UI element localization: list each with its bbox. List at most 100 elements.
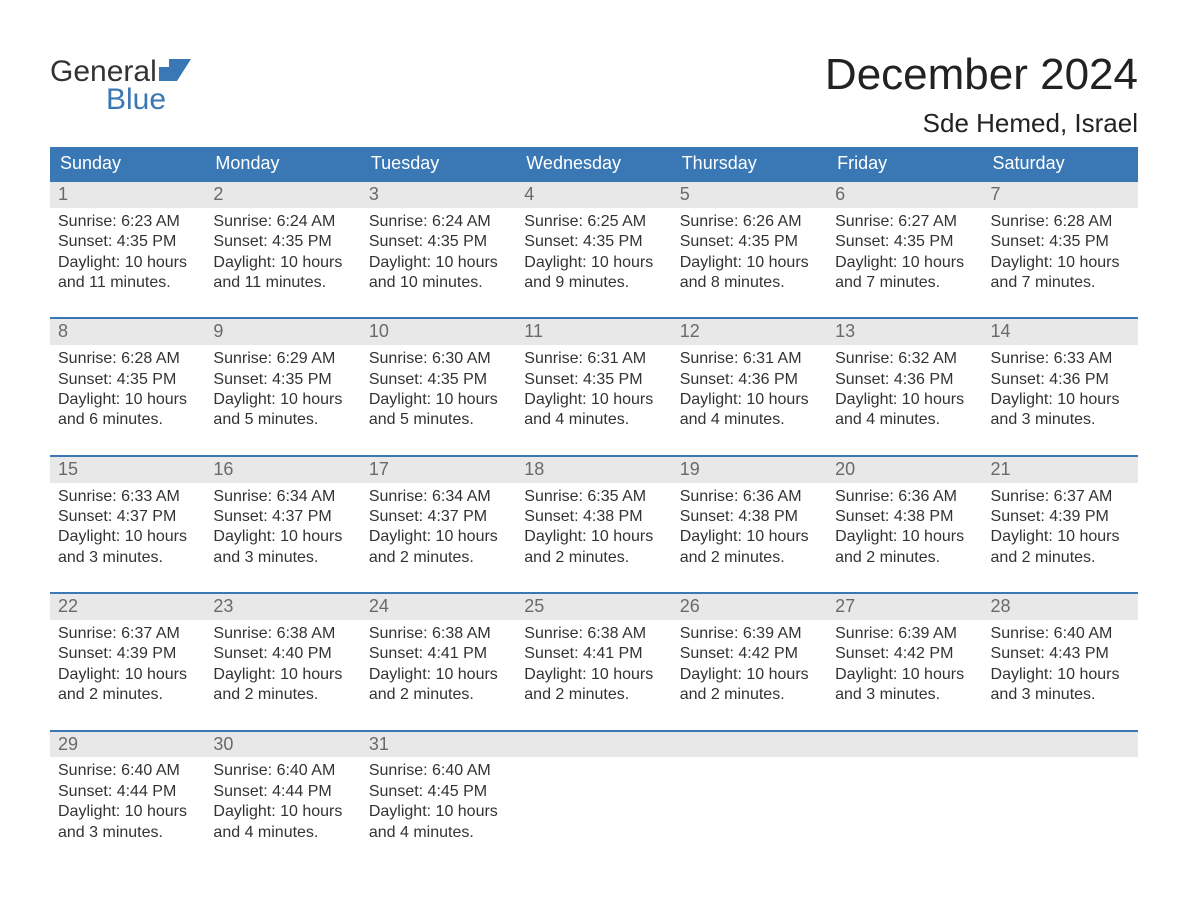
sunrise-line: Sunrise: 6:24 AM — [213, 212, 352, 232]
sunrise-line: Sunrise: 6:40 AM — [213, 761, 352, 781]
sunset-line: Sunset: 4:36 PM — [835, 370, 974, 390]
day-number: 5 — [672, 182, 827, 208]
week-row: 8Sunrise: 6:28 AMSunset: 4:35 PMDaylight… — [50, 317, 1138, 440]
sunrise-line: Sunrise: 6:39 AM — [680, 624, 819, 644]
daylight-line: Daylight: 10 hours and 2 minutes. — [58, 665, 197, 706]
day-cell: 28Sunrise: 6:40 AMSunset: 4:43 PMDayligh… — [983, 594, 1138, 715]
day-body: Sunrise: 6:31 AMSunset: 4:36 PMDaylight:… — [672, 345, 827, 441]
sunrise-line: Sunrise: 6:34 AM — [213, 487, 352, 507]
day-number: 15 — [50, 457, 205, 483]
weekday-header-row: SundayMondayTuesdayWednesdayThursdayFrid… — [50, 147, 1138, 180]
day-body: Sunrise: 6:33 AMSunset: 4:37 PMDaylight:… — [50, 483, 205, 579]
day-number: 18 — [516, 457, 671, 483]
day-number: 13 — [827, 319, 982, 345]
day-body: Sunrise: 6:35 AMSunset: 4:38 PMDaylight:… — [516, 483, 671, 579]
sunset-line: Sunset: 4:35 PM — [213, 370, 352, 390]
daylight-line: Daylight: 10 hours and 4 minutes. — [369, 802, 508, 843]
daylight-line: Daylight: 10 hours and 4 minutes. — [680, 390, 819, 431]
day-cell: 6Sunrise: 6:27 AMSunset: 4:35 PMDaylight… — [827, 182, 982, 303]
sunset-line: Sunset: 4:35 PM — [991, 232, 1130, 252]
daylight-line: Daylight: 10 hours and 5 minutes. — [213, 390, 352, 431]
daylight-line: Daylight: 10 hours and 3 minutes. — [58, 802, 197, 843]
sunset-line: Sunset: 4:35 PM — [835, 232, 974, 252]
daylight-line: Daylight: 10 hours and 2 minutes. — [680, 665, 819, 706]
location-label: Sde Hemed, Israel — [825, 108, 1138, 139]
daylight-line: Daylight: 10 hours and 6 minutes. — [58, 390, 197, 431]
day-cell: 24Sunrise: 6:38 AMSunset: 4:41 PMDayligh… — [361, 594, 516, 715]
day-body: Sunrise: 6:39 AMSunset: 4:42 PMDaylight:… — [672, 620, 827, 716]
daylight-line: Daylight: 10 hours and 11 minutes. — [213, 253, 352, 294]
sunset-line: Sunset: 4:38 PM — [680, 507, 819, 527]
sunrise-line: Sunrise: 6:33 AM — [58, 487, 197, 507]
month-title: December 2024 — [825, 50, 1138, 100]
daylight-line: Daylight: 10 hours and 9 minutes. — [524, 253, 663, 294]
daylight-line: Daylight: 10 hours and 7 minutes. — [835, 253, 974, 294]
sunset-line: Sunset: 4:38 PM — [835, 507, 974, 527]
day-number: 24 — [361, 594, 516, 620]
weekday-header: Thursday — [672, 147, 827, 180]
sunrise-line: Sunrise: 6:40 AM — [58, 761, 197, 781]
daylight-line: Daylight: 10 hours and 2 minutes. — [680, 527, 819, 568]
sunrise-line: Sunrise: 6:25 AM — [524, 212, 663, 232]
day-body: Sunrise: 6:25 AMSunset: 4:35 PMDaylight:… — [516, 208, 671, 304]
day-body: Sunrise: 6:32 AMSunset: 4:36 PMDaylight:… — [827, 345, 982, 441]
day-body: Sunrise: 6:30 AMSunset: 4:35 PMDaylight:… — [361, 345, 516, 441]
day-number — [983, 732, 1138, 758]
sunrise-line: Sunrise: 6:36 AM — [680, 487, 819, 507]
day-number: 9 — [205, 319, 360, 345]
day-body: Sunrise: 6:23 AMSunset: 4:35 PMDaylight:… — [50, 208, 205, 304]
daylight-line: Daylight: 10 hours and 8 minutes. — [680, 253, 819, 294]
logo-word2: Blue — [50, 84, 191, 116]
day-cell: 20Sunrise: 6:36 AMSunset: 4:38 PMDayligh… — [827, 457, 982, 578]
day-body: Sunrise: 6:36 AMSunset: 4:38 PMDaylight:… — [672, 483, 827, 579]
sunset-line: Sunset: 4:40 PM — [213, 644, 352, 664]
day-body: Sunrise: 6:36 AMSunset: 4:38 PMDaylight:… — [827, 483, 982, 579]
day-number: 7 — [983, 182, 1138, 208]
sunset-line: Sunset: 4:41 PM — [524, 644, 663, 664]
day-cell: 17Sunrise: 6:34 AMSunset: 4:37 PMDayligh… — [361, 457, 516, 578]
day-body: Sunrise: 6:38 AMSunset: 4:41 PMDaylight:… — [361, 620, 516, 716]
day-number: 1 — [50, 182, 205, 208]
title-block: December 2024 Sde Hemed, Israel — [825, 50, 1138, 139]
day-body: Sunrise: 6:40 AMSunset: 4:45 PMDaylight:… — [361, 757, 516, 853]
day-cell: 19Sunrise: 6:36 AMSunset: 4:38 PMDayligh… — [672, 457, 827, 578]
calendar-document: General Blue December 2024 Sde Hemed, Is… — [0, 0, 1188, 853]
day-cell: 15Sunrise: 6:33 AMSunset: 4:37 PMDayligh… — [50, 457, 205, 578]
day-number: 6 — [827, 182, 982, 208]
day-number: 11 — [516, 319, 671, 345]
day-number — [827, 732, 982, 758]
daylight-line: Daylight: 10 hours and 3 minutes. — [835, 665, 974, 706]
day-number: 31 — [361, 732, 516, 758]
daylight-line: Daylight: 10 hours and 3 minutes. — [213, 527, 352, 568]
day-body: Sunrise: 6:34 AMSunset: 4:37 PMDaylight:… — [361, 483, 516, 579]
daylight-line: Daylight: 10 hours and 2 minutes. — [835, 527, 974, 568]
day-body: Sunrise: 6:33 AMSunset: 4:36 PMDaylight:… — [983, 345, 1138, 441]
day-number — [516, 732, 671, 758]
day-number: 12 — [672, 319, 827, 345]
daylight-line: Daylight: 10 hours and 2 minutes. — [991, 527, 1130, 568]
day-number: 14 — [983, 319, 1138, 345]
sunset-line: Sunset: 4:35 PM — [524, 370, 663, 390]
day-number: 30 — [205, 732, 360, 758]
day-body: Sunrise: 6:24 AMSunset: 4:35 PMDaylight:… — [361, 208, 516, 304]
day-body: Sunrise: 6:26 AMSunset: 4:35 PMDaylight:… — [672, 208, 827, 304]
day-number: 8 — [50, 319, 205, 345]
day-body: Sunrise: 6:40 AMSunset: 4:44 PMDaylight:… — [50, 757, 205, 853]
day-cell: 16Sunrise: 6:34 AMSunset: 4:37 PMDayligh… — [205, 457, 360, 578]
daylight-line: Daylight: 10 hours and 11 minutes. — [58, 253, 197, 294]
daylight-line: Daylight: 10 hours and 5 minutes. — [369, 390, 508, 431]
day-number: 26 — [672, 594, 827, 620]
sunset-line: Sunset: 4:37 PM — [369, 507, 508, 527]
day-body: Sunrise: 6:27 AMSunset: 4:35 PMDaylight:… — [827, 208, 982, 304]
day-number: 2 — [205, 182, 360, 208]
sunset-line: Sunset: 4:35 PM — [369, 370, 508, 390]
day-cell: 22Sunrise: 6:37 AMSunset: 4:39 PMDayligh… — [50, 594, 205, 715]
sunset-line: Sunset: 4:42 PM — [680, 644, 819, 664]
daylight-line: Daylight: 10 hours and 2 minutes. — [524, 527, 663, 568]
day-cell: 29Sunrise: 6:40 AMSunset: 4:44 PMDayligh… — [50, 732, 205, 853]
day-number: 17 — [361, 457, 516, 483]
day-body: Sunrise: 6:24 AMSunset: 4:35 PMDaylight:… — [205, 208, 360, 304]
day-body: Sunrise: 6:38 AMSunset: 4:41 PMDaylight:… — [516, 620, 671, 716]
sunrise-line: Sunrise: 6:38 AM — [213, 624, 352, 644]
calendar-grid: SundayMondayTuesdayWednesdayThursdayFrid… — [50, 147, 1138, 853]
